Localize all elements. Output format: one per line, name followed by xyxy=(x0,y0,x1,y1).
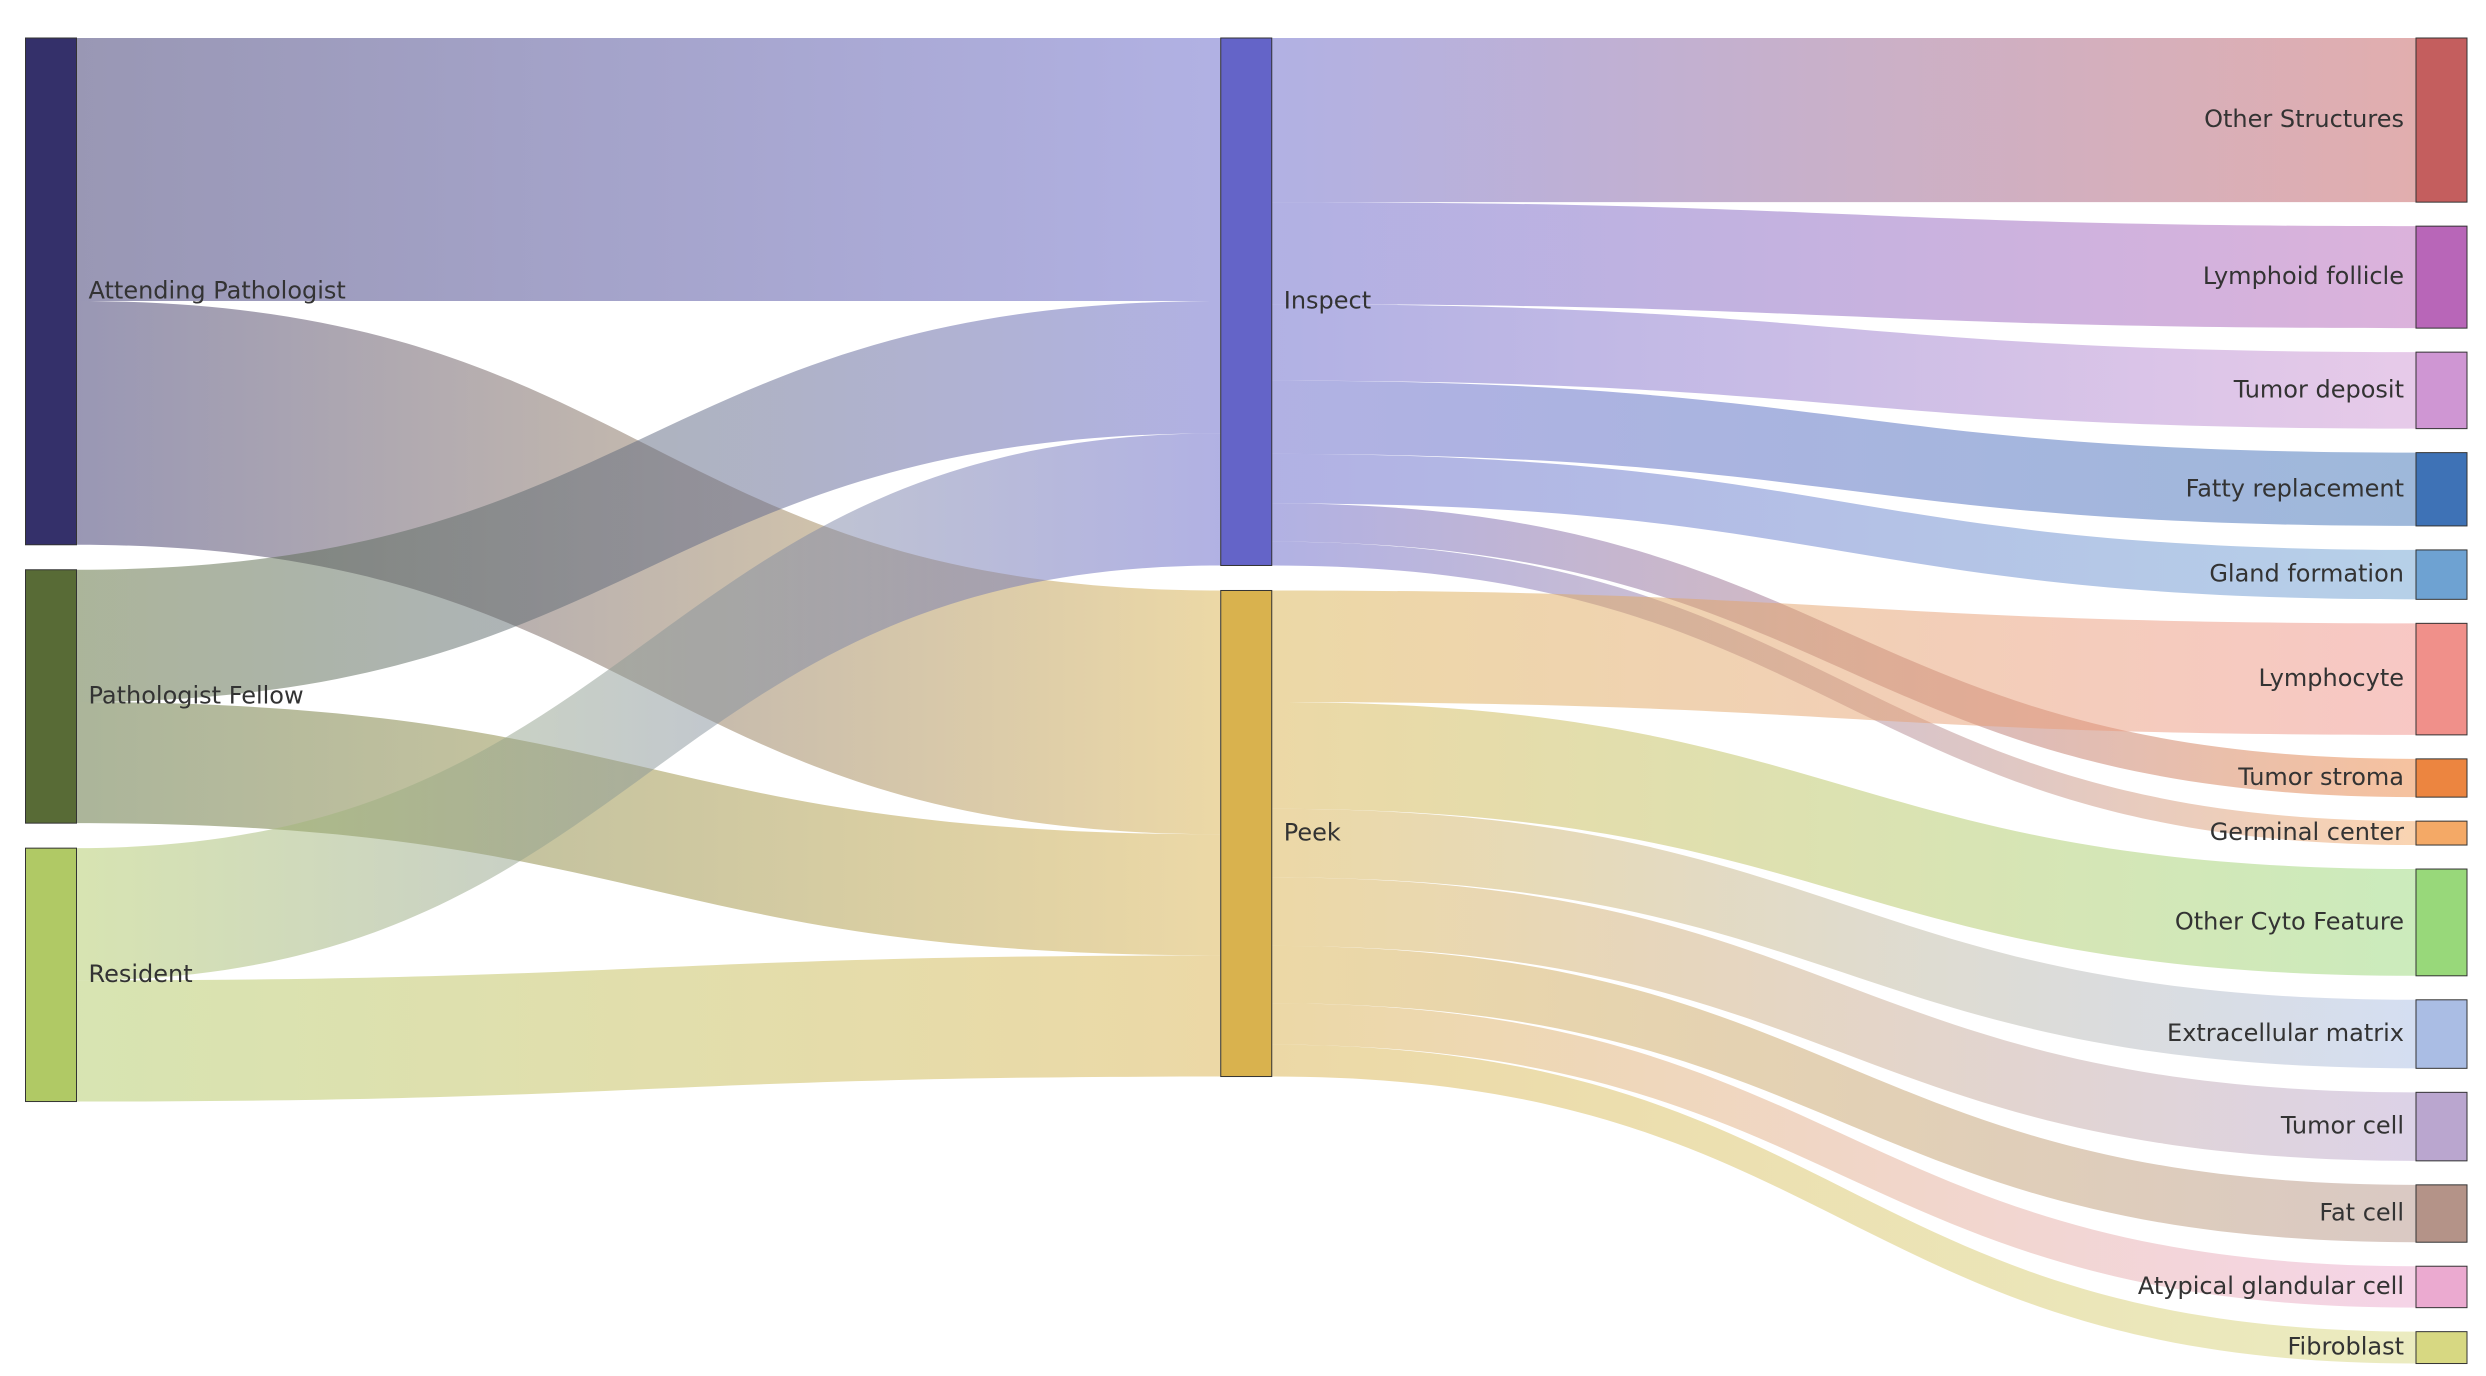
node xyxy=(1220,589,1273,1078)
node xyxy=(2415,622,2468,736)
node xyxy=(2415,452,2468,527)
node xyxy=(2415,1091,2468,1162)
node xyxy=(2415,37,2468,203)
node xyxy=(2415,1331,2468,1365)
node-label: Lymphoid follicle xyxy=(2203,262,2404,290)
link xyxy=(76,300,1221,703)
node xyxy=(1220,37,1273,566)
link xyxy=(1271,304,2416,429)
node-label: Fatty replacement xyxy=(2186,474,2404,502)
node-label: Atypical glandular cell xyxy=(2138,1272,2404,1300)
link xyxy=(1271,38,2416,203)
link xyxy=(1271,945,2416,1243)
node-label: Gland formation xyxy=(2209,560,2404,588)
link xyxy=(1271,590,2416,735)
node xyxy=(2415,225,2468,329)
links xyxy=(76,38,2416,1364)
node-label: Germinal center xyxy=(2210,818,2404,846)
node xyxy=(2415,999,2468,1069)
node xyxy=(2415,351,2468,430)
link xyxy=(1271,1044,2416,1364)
node-label: Pathologist Fellow xyxy=(89,681,304,709)
link xyxy=(1271,1003,2416,1308)
node-label: Other Cyto Feature xyxy=(2175,907,2404,935)
link xyxy=(76,955,1221,1102)
node-label: Tumor stroma xyxy=(2237,763,2404,791)
node xyxy=(25,847,77,1103)
link xyxy=(1271,453,2416,600)
node-label: Tumor deposit xyxy=(2233,375,2404,403)
node-label: Fat cell xyxy=(2319,1199,2404,1227)
node xyxy=(2415,758,2468,798)
node-label: Tumor cell xyxy=(2280,1112,2404,1140)
link xyxy=(1271,877,2416,1161)
node xyxy=(2415,868,2468,977)
link xyxy=(1271,808,2416,1069)
node xyxy=(2415,549,2468,600)
link xyxy=(76,38,1221,301)
node xyxy=(2415,820,2468,846)
link xyxy=(1271,202,2416,329)
nodes: Attending Pathologist Pathologist Fellow R… xyxy=(25,37,2468,1365)
node-label: Other Structures xyxy=(2204,105,2404,133)
node-label: Extracellular matrix xyxy=(2167,1019,2404,1047)
node xyxy=(25,569,77,824)
node xyxy=(25,37,77,546)
node xyxy=(2415,1184,2468,1243)
link xyxy=(76,433,1221,981)
node-label: Fibroblast xyxy=(2287,1333,2404,1361)
link xyxy=(76,702,1221,956)
link xyxy=(1271,702,2416,976)
link xyxy=(76,300,1221,835)
node-label: Attending Pathologist xyxy=(89,276,346,304)
node-label: Inspect xyxy=(1284,287,1371,315)
node-label: Resident xyxy=(89,960,193,988)
node xyxy=(2415,1265,2468,1309)
link xyxy=(1271,380,2416,526)
node-label: Peek xyxy=(1284,819,1341,847)
node-label: Lymphocyte xyxy=(2259,664,2404,692)
